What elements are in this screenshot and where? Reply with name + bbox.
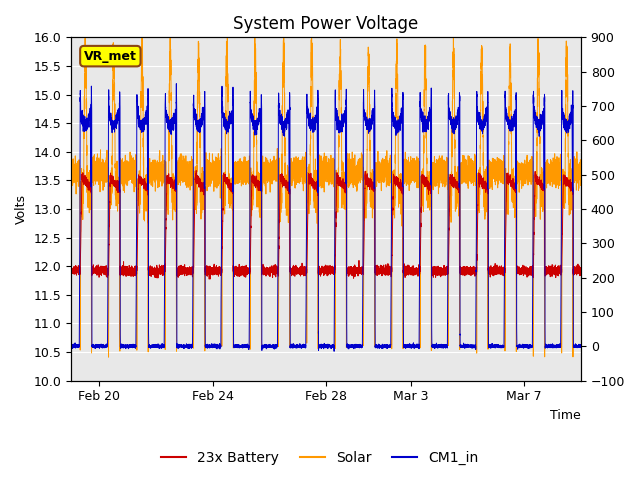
- Title: System Power Voltage: System Power Voltage: [234, 15, 419, 33]
- X-axis label: Time: Time: [550, 409, 581, 422]
- Y-axis label: Volts: Volts: [15, 194, 28, 224]
- Text: VR_met: VR_met: [84, 49, 137, 63]
- Legend: 23x Battery, Solar, CM1_in: 23x Battery, Solar, CM1_in: [156, 445, 484, 471]
